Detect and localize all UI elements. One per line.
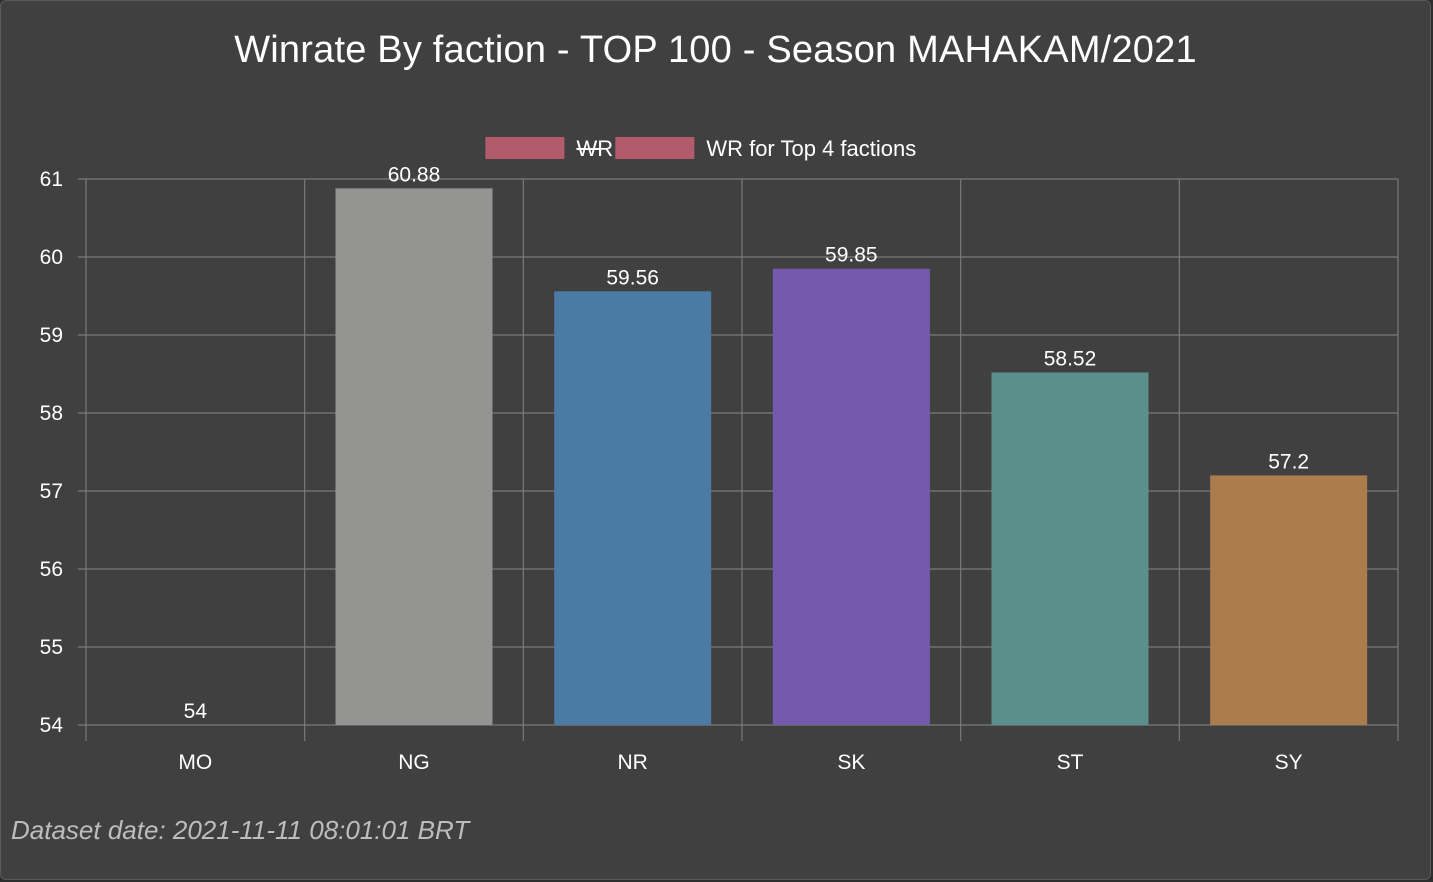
y-tick-label: 54 [40,714,64,737]
x-tick-label: NR [617,751,647,774]
legend[interactable]: WR WR for Top 4 factions [485,136,916,161]
x-tick-label: MO [178,751,212,774]
value-label: 60.88 [388,163,441,186]
x-tick-label: SY [1275,751,1303,774]
legend-swatch [485,137,565,159]
x-tick-label: SK [837,751,865,774]
value-label: 57.2 [1268,450,1309,473]
dataset-date: Dataset date: 2021-11-11 08:01:01 BRT [11,815,470,845]
bar-sy[interactable] [1210,475,1368,725]
legend-label: WR for Top 4 factions [706,136,916,161]
y-tick-label: 60 [40,246,63,269]
axes: 54 55 56 57 58 59 60 61 MO NG NR SK ST SY [40,168,1303,774]
chart-title: Winrate By faction - TOP 100 - Season MA… [234,29,1197,71]
bar-ng[interactable] [335,188,493,726]
bar-st[interactable] [991,372,1149,725]
grid-lines [78,178,1399,741]
y-tick-label: 58 [40,402,63,425]
y-tick-label: 61 [40,168,63,191]
value-label: 58.52 [1044,347,1097,370]
y-tick-label: 56 [40,558,63,581]
y-tick-label: 59 [40,324,63,347]
x-tick-label: NG [398,751,430,774]
value-label: 59.56 [606,266,659,289]
y-tick-label: 55 [40,636,63,659]
bars: 54 60.88 59.56 59.85 58.52 57.2 [184,163,1368,726]
x-tick-label: ST [1057,751,1084,774]
legend-swatch [615,137,695,159]
legend-item-1[interactable]: WR for Top 4 factions [615,136,916,161]
y-tick-label: 57 [40,480,63,503]
value-label: 54 [184,700,208,723]
legend-item-0[interactable]: WR [485,136,613,161]
bar-sk[interactable] [772,268,930,725]
value-label: 59.85 [825,244,878,267]
bar-nr[interactable] [554,291,712,725]
